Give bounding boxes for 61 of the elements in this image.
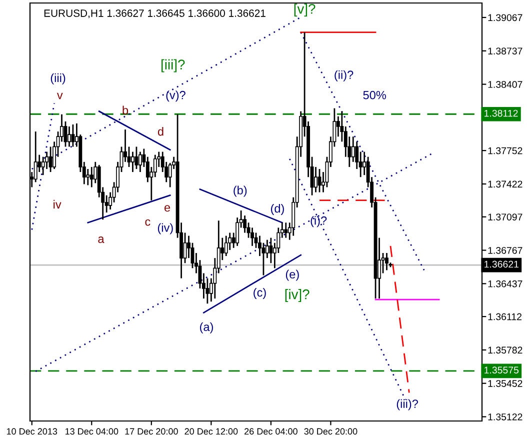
annotation: (iv) — [158, 223, 173, 234]
candlestick — [90, 166, 94, 188]
annotation: d — [158, 127, 164, 136]
annotation: (i)? — [310, 216, 327, 228]
candlestick — [41, 156, 45, 176]
annotation: (c) — [254, 288, 266, 299]
x-tick-label: 13 Dec 04:00 — [65, 428, 118, 435]
candlestick — [71, 124, 75, 148]
y-tick-label: 1.37422 — [488, 180, 522, 188]
annotation: (e) — [286, 270, 299, 281]
annotation: (iii)? — [396, 399, 418, 410]
candlestick — [34, 130, 38, 183]
annotation: (b) — [234, 186, 247, 197]
annotation: c — [145, 219, 150, 226]
x-tick-label: 20 Dec 12:00 — [184, 428, 238, 435]
annotation: [iii]? — [162, 59, 185, 72]
annotation: (a) — [200, 322, 213, 334]
candlestick — [224, 235, 228, 257]
annotation: b — [122, 106, 128, 114]
annotation: v — [56, 92, 63, 100]
y-tick-label: 1.39067 — [488, 14, 522, 22]
candlestick — [314, 166, 318, 193]
annotation: [v]? — [294, 4, 316, 17]
y-tick-label: 1.35122 — [488, 413, 522, 420]
annotation: a — [98, 236, 104, 243]
candlestick — [48, 146, 52, 173]
y-tick-label: 1.36112 — [488, 313, 522, 320]
candlestick — [318, 168, 322, 193]
annotation: (ii)? — [334, 70, 354, 82]
y-tick-label: 1.35452 — [488, 380, 522, 387]
annotation: (v)? — [166, 90, 186, 102]
ref-line-label: 1.36621 — [484, 260, 518, 268]
y-tick-label: 1.38407 — [488, 81, 522, 88]
ref-line-label: 1.38112 — [484, 110, 518, 117]
y-tick-label: 1.35782 — [488, 346, 522, 354]
annotation: (iii) — [50, 73, 66, 84]
annotation: 50% — [363, 90, 386, 100]
annotation: [iv]? — [285, 289, 310, 302]
annotation: iv — [54, 200, 62, 208]
candlestick — [269, 237, 273, 264]
candlestick — [250, 226, 254, 247]
annotation: e — [164, 205, 170, 212]
ref-line-label: 1.35575 — [484, 366, 519, 374]
x-tick-label: 26 Dec 04:00 — [244, 428, 298, 435]
candlestick — [67, 126, 71, 148]
candlestick — [86, 168, 90, 186]
candlestick — [284, 222, 288, 239]
y-tick-label: 1.36437 — [488, 280, 522, 288]
candlestick — [134, 146, 138, 170]
candlestick — [131, 151, 134, 173]
y-tick-label: 1.38737 — [488, 48, 522, 54]
x-tick-label: 10 Dec 2013 — [6, 428, 58, 435]
text: EURUSD,H1 1.36627 1.36645 1.36600 1.36621 — [44, 10, 266, 18]
annotation: (d) — [271, 204, 284, 215]
x-tick-label: 30 Dec 20:00 — [304, 428, 358, 435]
x-tick-label: 17 Dec 20:00 — [125, 428, 178, 435]
y-tick-label: 1.36767 — [488, 246, 522, 254]
y-tick-label: 1.37752 — [488, 147, 522, 154]
candlestick — [385, 252, 388, 271]
candlestick — [351, 136, 355, 163]
y-tick-label: 1.37097 — [488, 214, 522, 220]
